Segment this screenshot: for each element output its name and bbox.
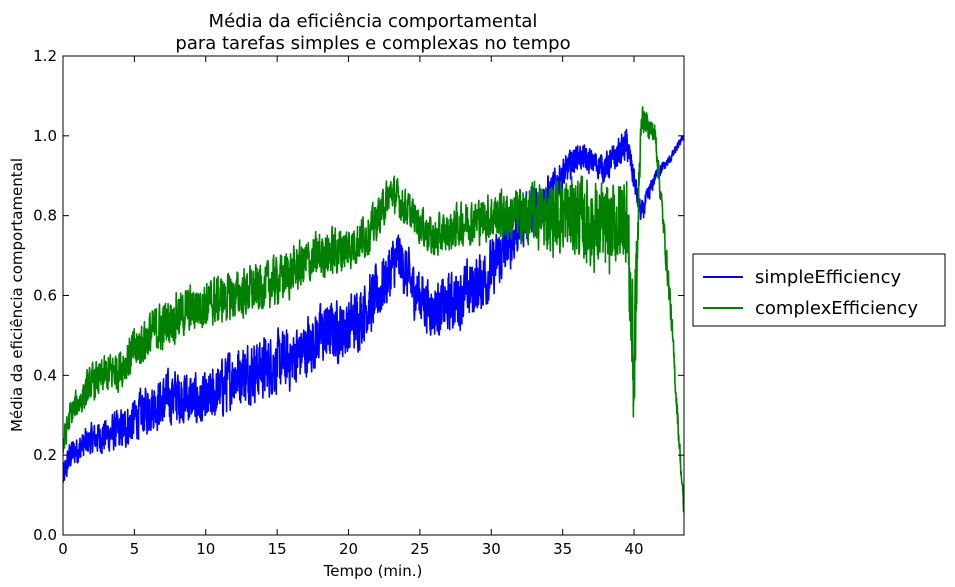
x-axis: 0 5 10 15 20 25 30 35 40 bbox=[58, 56, 644, 558]
y-tick-label: 0.0 bbox=[33, 526, 57, 544]
x-tick-label: 35 bbox=[553, 540, 572, 558]
y-tick-label: 0.2 bbox=[33, 446, 57, 464]
chart-title: Média da eficiência comportamental bbox=[209, 11, 538, 32]
x-tick-label: 20 bbox=[339, 540, 358, 558]
y-tick-label: 0.6 bbox=[33, 287, 57, 305]
legend-box bbox=[692, 253, 946, 327]
legend: simpleEfficiency complexEfficiency bbox=[692, 253, 946, 327]
x-axis-label: Tempo (min.) bbox=[323, 562, 423, 580]
x-tick-label: 30 bbox=[482, 540, 501, 558]
x-tick-label: 0 bbox=[58, 540, 68, 558]
series-simple-efficiency bbox=[63, 128, 684, 483]
x-tick-label: 10 bbox=[196, 540, 215, 558]
chart-subtitle: para tarefas simples e complexas no temp… bbox=[175, 33, 570, 54]
legend-label-simple: simpleEfficiency bbox=[755, 267, 901, 288]
x-tick-label: 5 bbox=[130, 540, 140, 558]
x-tick-label: 40 bbox=[624, 540, 643, 558]
y-axis-label: Média da eficiência comportamental bbox=[8, 158, 26, 432]
y-axis: 0.0 0.2 0.4 0.6 0.8 1.0 1.2 bbox=[33, 47, 684, 544]
plot-area bbox=[62, 55, 685, 536]
y-tick-label: 0.4 bbox=[33, 366, 57, 384]
series-complex-efficiency bbox=[63, 106, 684, 513]
y-tick-label: 1.0 bbox=[33, 127, 57, 145]
legend-label-complex: complexEfficiency bbox=[755, 298, 918, 319]
x-tick-label: 25 bbox=[410, 540, 429, 558]
x-tick-label: 15 bbox=[268, 540, 287, 558]
y-tick-label: 1.2 bbox=[33, 47, 57, 65]
series-layer bbox=[63, 106, 684, 513]
y-tick-label: 0.8 bbox=[33, 207, 57, 225]
